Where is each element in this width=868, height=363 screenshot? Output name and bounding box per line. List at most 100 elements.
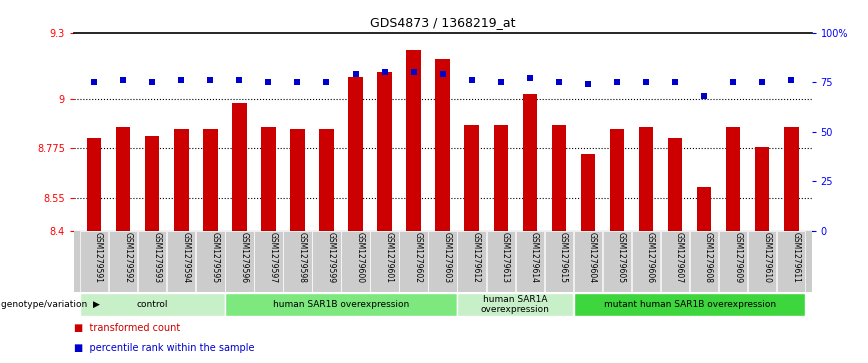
Bar [436, 59, 450, 231]
Bar [429, 231, 457, 292]
Bar [487, 231, 515, 292]
Text: GSM1279602: GSM1279602 [414, 232, 423, 284]
Bar [726, 127, 740, 231]
Text: GSM1279615: GSM1279615 [559, 232, 568, 284]
Bar [661, 231, 689, 292]
Bar [283, 231, 312, 292]
Bar [748, 231, 777, 292]
Text: GSM1279606: GSM1279606 [646, 232, 655, 284]
Text: GSM1279601: GSM1279601 [385, 232, 393, 284]
Point [378, 69, 391, 75]
Bar [116, 127, 130, 231]
Point [145, 79, 159, 85]
Bar [232, 103, 247, 231]
Bar [108, 231, 137, 292]
Bar [639, 127, 654, 231]
Bar [697, 187, 712, 231]
Bar [319, 129, 334, 231]
Bar [378, 72, 391, 231]
Bar [755, 147, 769, 231]
Bar [399, 231, 428, 292]
Bar [145, 136, 160, 231]
Bar [574, 293, 806, 316]
Point [87, 79, 101, 85]
Text: GSM1279592: GSM1279592 [123, 232, 132, 284]
Bar [516, 231, 544, 292]
Text: GSM1279609: GSM1279609 [733, 232, 742, 284]
Text: GSM1279593: GSM1279593 [152, 232, 161, 284]
Point [581, 81, 595, 87]
Text: GSM1279605: GSM1279605 [617, 232, 626, 284]
Point [727, 79, 740, 85]
Bar [312, 231, 341, 292]
Bar [457, 293, 573, 316]
Bar [602, 231, 631, 292]
Bar [203, 129, 218, 231]
Point [464, 77, 478, 83]
Text: GSM1279599: GSM1279599 [326, 232, 336, 284]
Bar [690, 231, 719, 292]
Bar [609, 129, 624, 231]
Point [319, 79, 333, 85]
Bar [138, 231, 167, 292]
Bar [196, 231, 225, 292]
Point [639, 79, 653, 85]
Bar [87, 138, 102, 231]
Text: human SAR1B overexpression: human SAR1B overexpression [273, 300, 409, 309]
Bar [174, 129, 188, 231]
Text: human SAR1A
overexpression: human SAR1A overexpression [481, 295, 549, 314]
Text: GSM1279591: GSM1279591 [94, 232, 103, 284]
Point [116, 77, 130, 83]
Bar [371, 231, 398, 292]
Point [552, 79, 566, 85]
Text: GSM1279595: GSM1279595 [210, 232, 220, 284]
Point [203, 77, 217, 83]
Text: GSM1279598: GSM1279598 [298, 232, 306, 284]
Point [261, 79, 275, 85]
Point [407, 69, 421, 75]
Point [436, 71, 450, 77]
Text: GSM1279600: GSM1279600 [356, 232, 365, 284]
Point [785, 77, 799, 83]
Text: GSM1279607: GSM1279607 [675, 232, 684, 284]
Bar [777, 231, 806, 292]
Point [697, 93, 711, 99]
Text: GSM1279603: GSM1279603 [443, 232, 451, 284]
Text: ■  percentile rank within the sample: ■ percentile rank within the sample [74, 343, 254, 353]
Bar [406, 50, 421, 231]
Bar [574, 231, 602, 292]
Bar [667, 138, 682, 231]
Bar [261, 127, 276, 231]
Bar [719, 231, 747, 292]
Point [349, 71, 363, 77]
Point [610, 79, 624, 85]
Bar [544, 231, 573, 292]
Bar [167, 231, 195, 292]
Bar [784, 127, 799, 231]
Bar [225, 293, 457, 316]
Bar [494, 125, 508, 231]
Bar [348, 77, 363, 231]
Text: mutant human SAR1B overexpression: mutant human SAR1B overexpression [603, 300, 776, 309]
Point [668, 79, 682, 85]
Bar [80, 231, 108, 292]
Point [174, 77, 188, 83]
Bar [551, 125, 566, 231]
Bar [225, 231, 253, 292]
Point [755, 79, 769, 85]
Text: GSM1279604: GSM1279604 [588, 232, 597, 284]
Point [523, 75, 536, 81]
Text: GSM1279608: GSM1279608 [704, 232, 713, 284]
Text: GSM1279597: GSM1279597 [268, 232, 278, 284]
Text: ■  transformed count: ■ transformed count [74, 323, 180, 333]
Text: GSM1279610: GSM1279610 [762, 232, 771, 284]
Text: genotype/variation  ▶: genotype/variation ▶ [1, 301, 100, 309]
Text: GDS4873 / 1368219_at: GDS4873 / 1368219_at [370, 16, 516, 29]
Text: GSM1279594: GSM1279594 [181, 232, 190, 284]
Text: GSM1279596: GSM1279596 [240, 232, 248, 284]
Bar [290, 129, 305, 231]
Text: GSM1279611: GSM1279611 [792, 232, 800, 283]
Text: GSM1279612: GSM1279612 [471, 232, 481, 283]
Text: GSM1279614: GSM1279614 [529, 232, 539, 284]
Point [233, 77, 247, 83]
